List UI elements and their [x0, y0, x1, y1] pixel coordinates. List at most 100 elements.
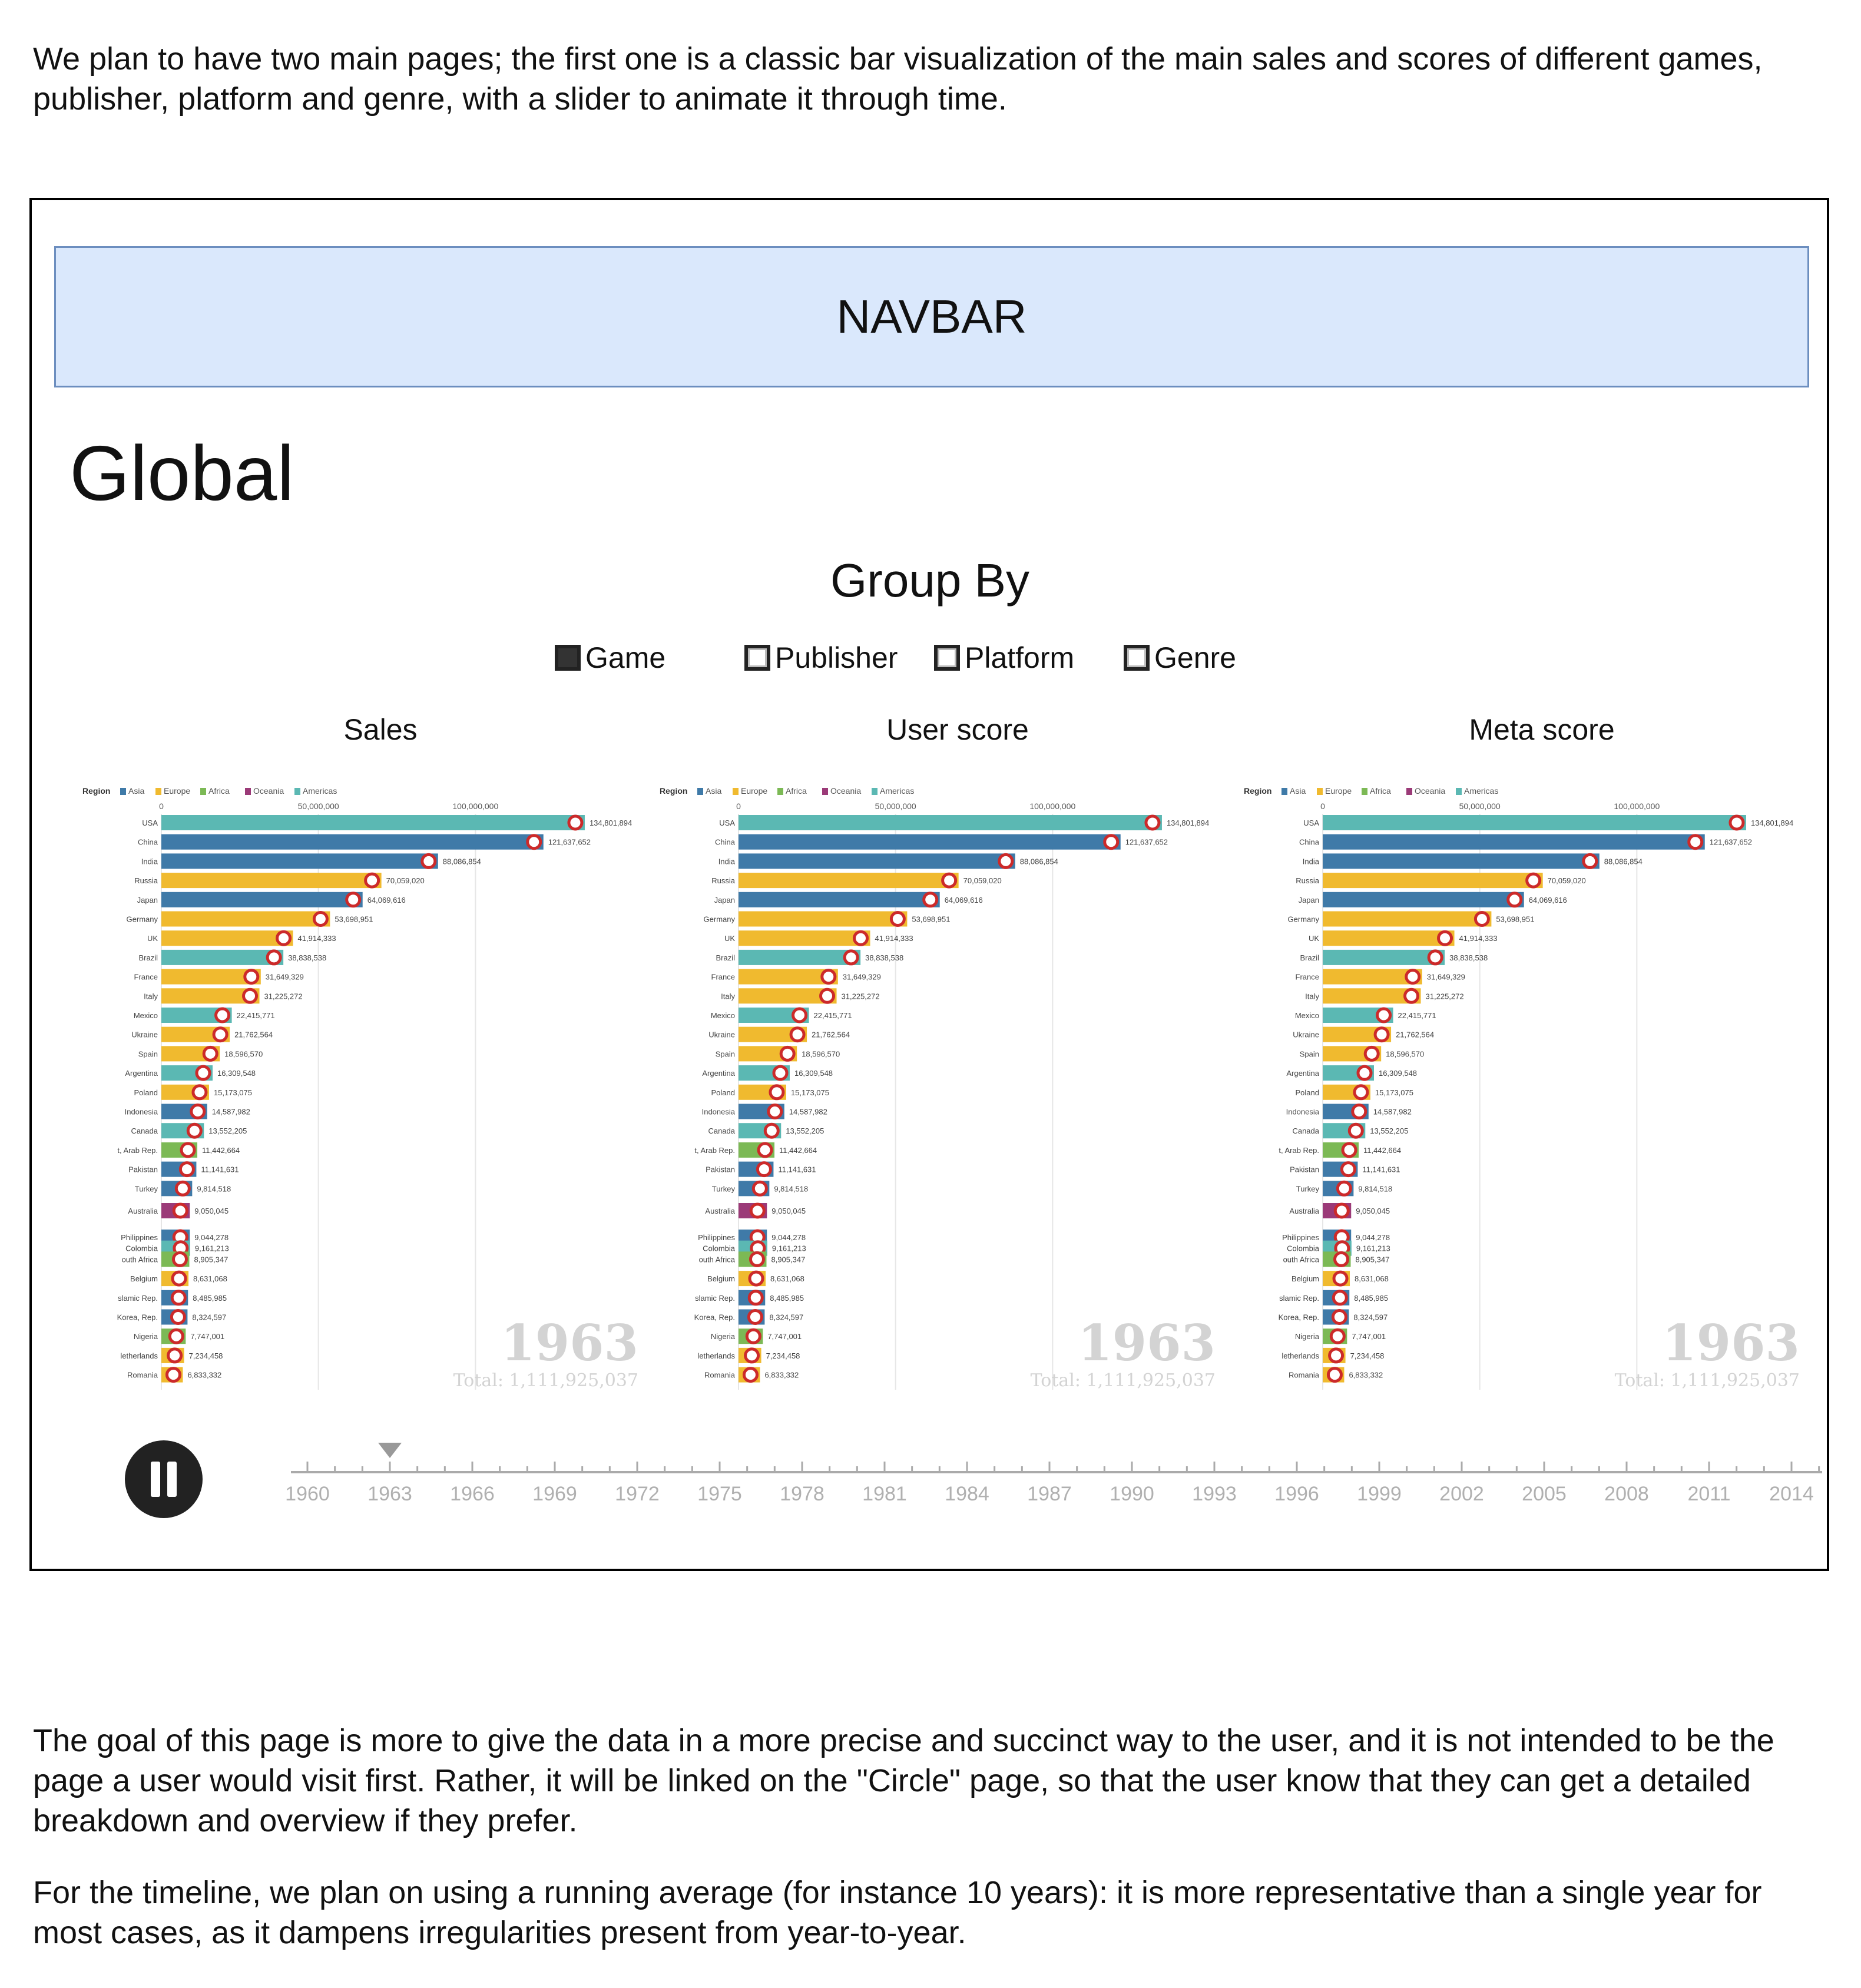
timeline-year-label: 2002 — [1439, 1483, 1484, 1505]
legend-label: Asia — [706, 786, 721, 796]
flag-icon — [312, 911, 329, 927]
bar-category-label: Australia — [128, 1207, 158, 1215]
flag-icon — [1582, 853, 1598, 869]
timeline-year-label: 1987 — [1027, 1483, 1072, 1505]
bar-value-label: 13,552,205 — [786, 1126, 824, 1135]
flag-icon — [1473, 911, 1490, 927]
x-tick-label: 0 — [736, 801, 741, 811]
bar-value-label: 64,069,616 — [1529, 896, 1567, 904]
game-checkbox[interactable] — [555, 645, 581, 671]
flag-icon — [174, 1180, 191, 1197]
flag-icon — [819, 988, 836, 1004]
bar-category-label: t, Arab Rep. — [694, 1146, 735, 1155]
flag-icon — [1405, 969, 1421, 985]
timeline-year-label: 1981 — [862, 1483, 907, 1505]
bar-value-label: 8,631,068 — [1355, 1274, 1389, 1283]
legend-label: Americas — [303, 786, 337, 796]
flag-icon — [1144, 814, 1161, 831]
bar — [1323, 949, 1445, 965]
bar-value-label: 18,596,570 — [224, 1049, 263, 1058]
legend-label: Oceania — [1415, 786, 1445, 796]
bar-value-label: 8,324,597 — [1353, 1313, 1388, 1322]
bar-value-label: 121,637,652 — [1710, 838, 1752, 847]
bar-value-label: 64,069,616 — [367, 896, 406, 904]
platform-checkbox[interactable] — [934, 645, 960, 671]
bar-category-label: Brazil — [1300, 953, 1319, 962]
bar-value-label: 18,596,570 — [1386, 1049, 1424, 1058]
flag-icon — [178, 1161, 195, 1178]
timeline-controls: 1960 1963 1966 1969 1972 1975 1978 1981 1984 1987… — [97, 1407, 1828, 1518]
bar-value-label: 8,485,985 — [193, 1294, 227, 1303]
flag-icon — [745, 1328, 761, 1344]
bar-category-label: Romania — [1289, 1371, 1320, 1380]
bar-category-label: UK — [1309, 934, 1319, 943]
bar — [161, 930, 293, 946]
bar-category-label: China — [1299, 838, 1320, 847]
bar-category-label: Pakistan — [128, 1165, 158, 1174]
flag-icon — [792, 1007, 808, 1023]
flag-icon — [170, 1309, 186, 1325]
bar-category-label: t, Arab Rep. — [117, 1146, 158, 1155]
bar-value-label: 53,698,951 — [335, 915, 373, 924]
bar-category-label: Ukraine — [1293, 1031, 1319, 1039]
bar-category-label: Belgium — [130, 1274, 158, 1283]
flag-icon — [748, 1270, 764, 1287]
publisher-checkbox[interactable] — [744, 645, 770, 671]
flag-icon — [171, 1251, 188, 1267]
total-label: Total: 1,111,925,037 — [453, 1370, 638, 1390]
total-label: Total: 1,111,925,037 — [1031, 1370, 1216, 1390]
bar-value-label: 11,141,631 — [778, 1165, 816, 1174]
bar-category-label: Turkey — [135, 1184, 158, 1193]
bar-value-label: 15,173,075 — [791, 1088, 829, 1097]
timeline-year-label: 2008 — [1604, 1483, 1649, 1505]
flag-icon — [749, 1202, 766, 1219]
group-option-publisher[interactable]: Publisher — [744, 641, 898, 675]
bar — [739, 930, 870, 946]
bar-value-label: 21,762,564 — [234, 1031, 273, 1039]
group-option-game[interactable]: Game — [555, 641, 665, 675]
pause-button[interactable] — [125, 1440, 203, 1518]
bar — [739, 815, 1162, 830]
group-option-platform[interactable]: Platform — [934, 641, 1074, 675]
bar-value-label: 8,631,068 — [770, 1274, 804, 1283]
bar-category-label: Ukraine — [708, 1031, 735, 1039]
bar-value-label: 13,552,205 — [1370, 1126, 1408, 1135]
x-tick-label: 0 — [1320, 801, 1325, 811]
bar-value-label: 14,587,982 — [212, 1108, 250, 1116]
bar-category-label: Canada — [708, 1126, 735, 1135]
bar-value-label: 121,637,652 — [548, 838, 591, 847]
bar — [1323, 930, 1455, 946]
flag-icon — [1333, 1202, 1350, 1219]
bar-category-label: Turkey — [1296, 1184, 1320, 1193]
group-option-genre[interactable]: Genre — [1124, 641, 1236, 675]
bar-category-label: Indonesia — [702, 1108, 736, 1116]
bar-value-label: 15,173,075 — [214, 1088, 252, 1097]
flag-icon — [364, 872, 380, 889]
bar — [1323, 911, 1492, 927]
bar-category-label: Italy — [144, 992, 158, 1000]
flag-icon — [1373, 1026, 1390, 1043]
group-option-label: Platform — [965, 641, 1075, 674]
bar-value-label: 9,814,518 — [1358, 1184, 1392, 1193]
genre-checkbox[interactable] — [1124, 645, 1150, 671]
bar-value-label: 31,649,329 — [1427, 973, 1465, 982]
sales-bar-chart: Region Asia Europe Africa Oceania Americas 0 50… — [82, 786, 638, 1390]
navbar[interactable]: NAVBAR — [54, 246, 1809, 387]
legend-title: Region — [660, 786, 687, 796]
timeline-handle[interactable] — [378, 1443, 402, 1458]
flag-icon — [789, 1026, 806, 1043]
flag-icon — [1363, 1045, 1380, 1062]
flag-icon — [276, 930, 292, 946]
flag-icon — [1687, 834, 1704, 850]
bar-category-label: Korea, Rep. — [1279, 1313, 1319, 1322]
timeline-year-label: 1972 — [615, 1483, 660, 1505]
bar — [161, 834, 544, 850]
timeline-slider[interactable]: 1960 1963 1966 1969 1972 1975 1978 1981 1984 1987… — [226, 1407, 1828, 1513]
year-label: 1963 — [501, 1314, 638, 1372]
timeline-year-label: 1969 — [532, 1483, 577, 1505]
bar — [1323, 853, 1600, 869]
flag-icon — [1427, 949, 1443, 966]
bar-category-label: France — [1296, 973, 1319, 982]
bar-category-label: slamic Rep. — [695, 1294, 735, 1303]
bar-value-label: 31,225,272 — [264, 992, 303, 1000]
